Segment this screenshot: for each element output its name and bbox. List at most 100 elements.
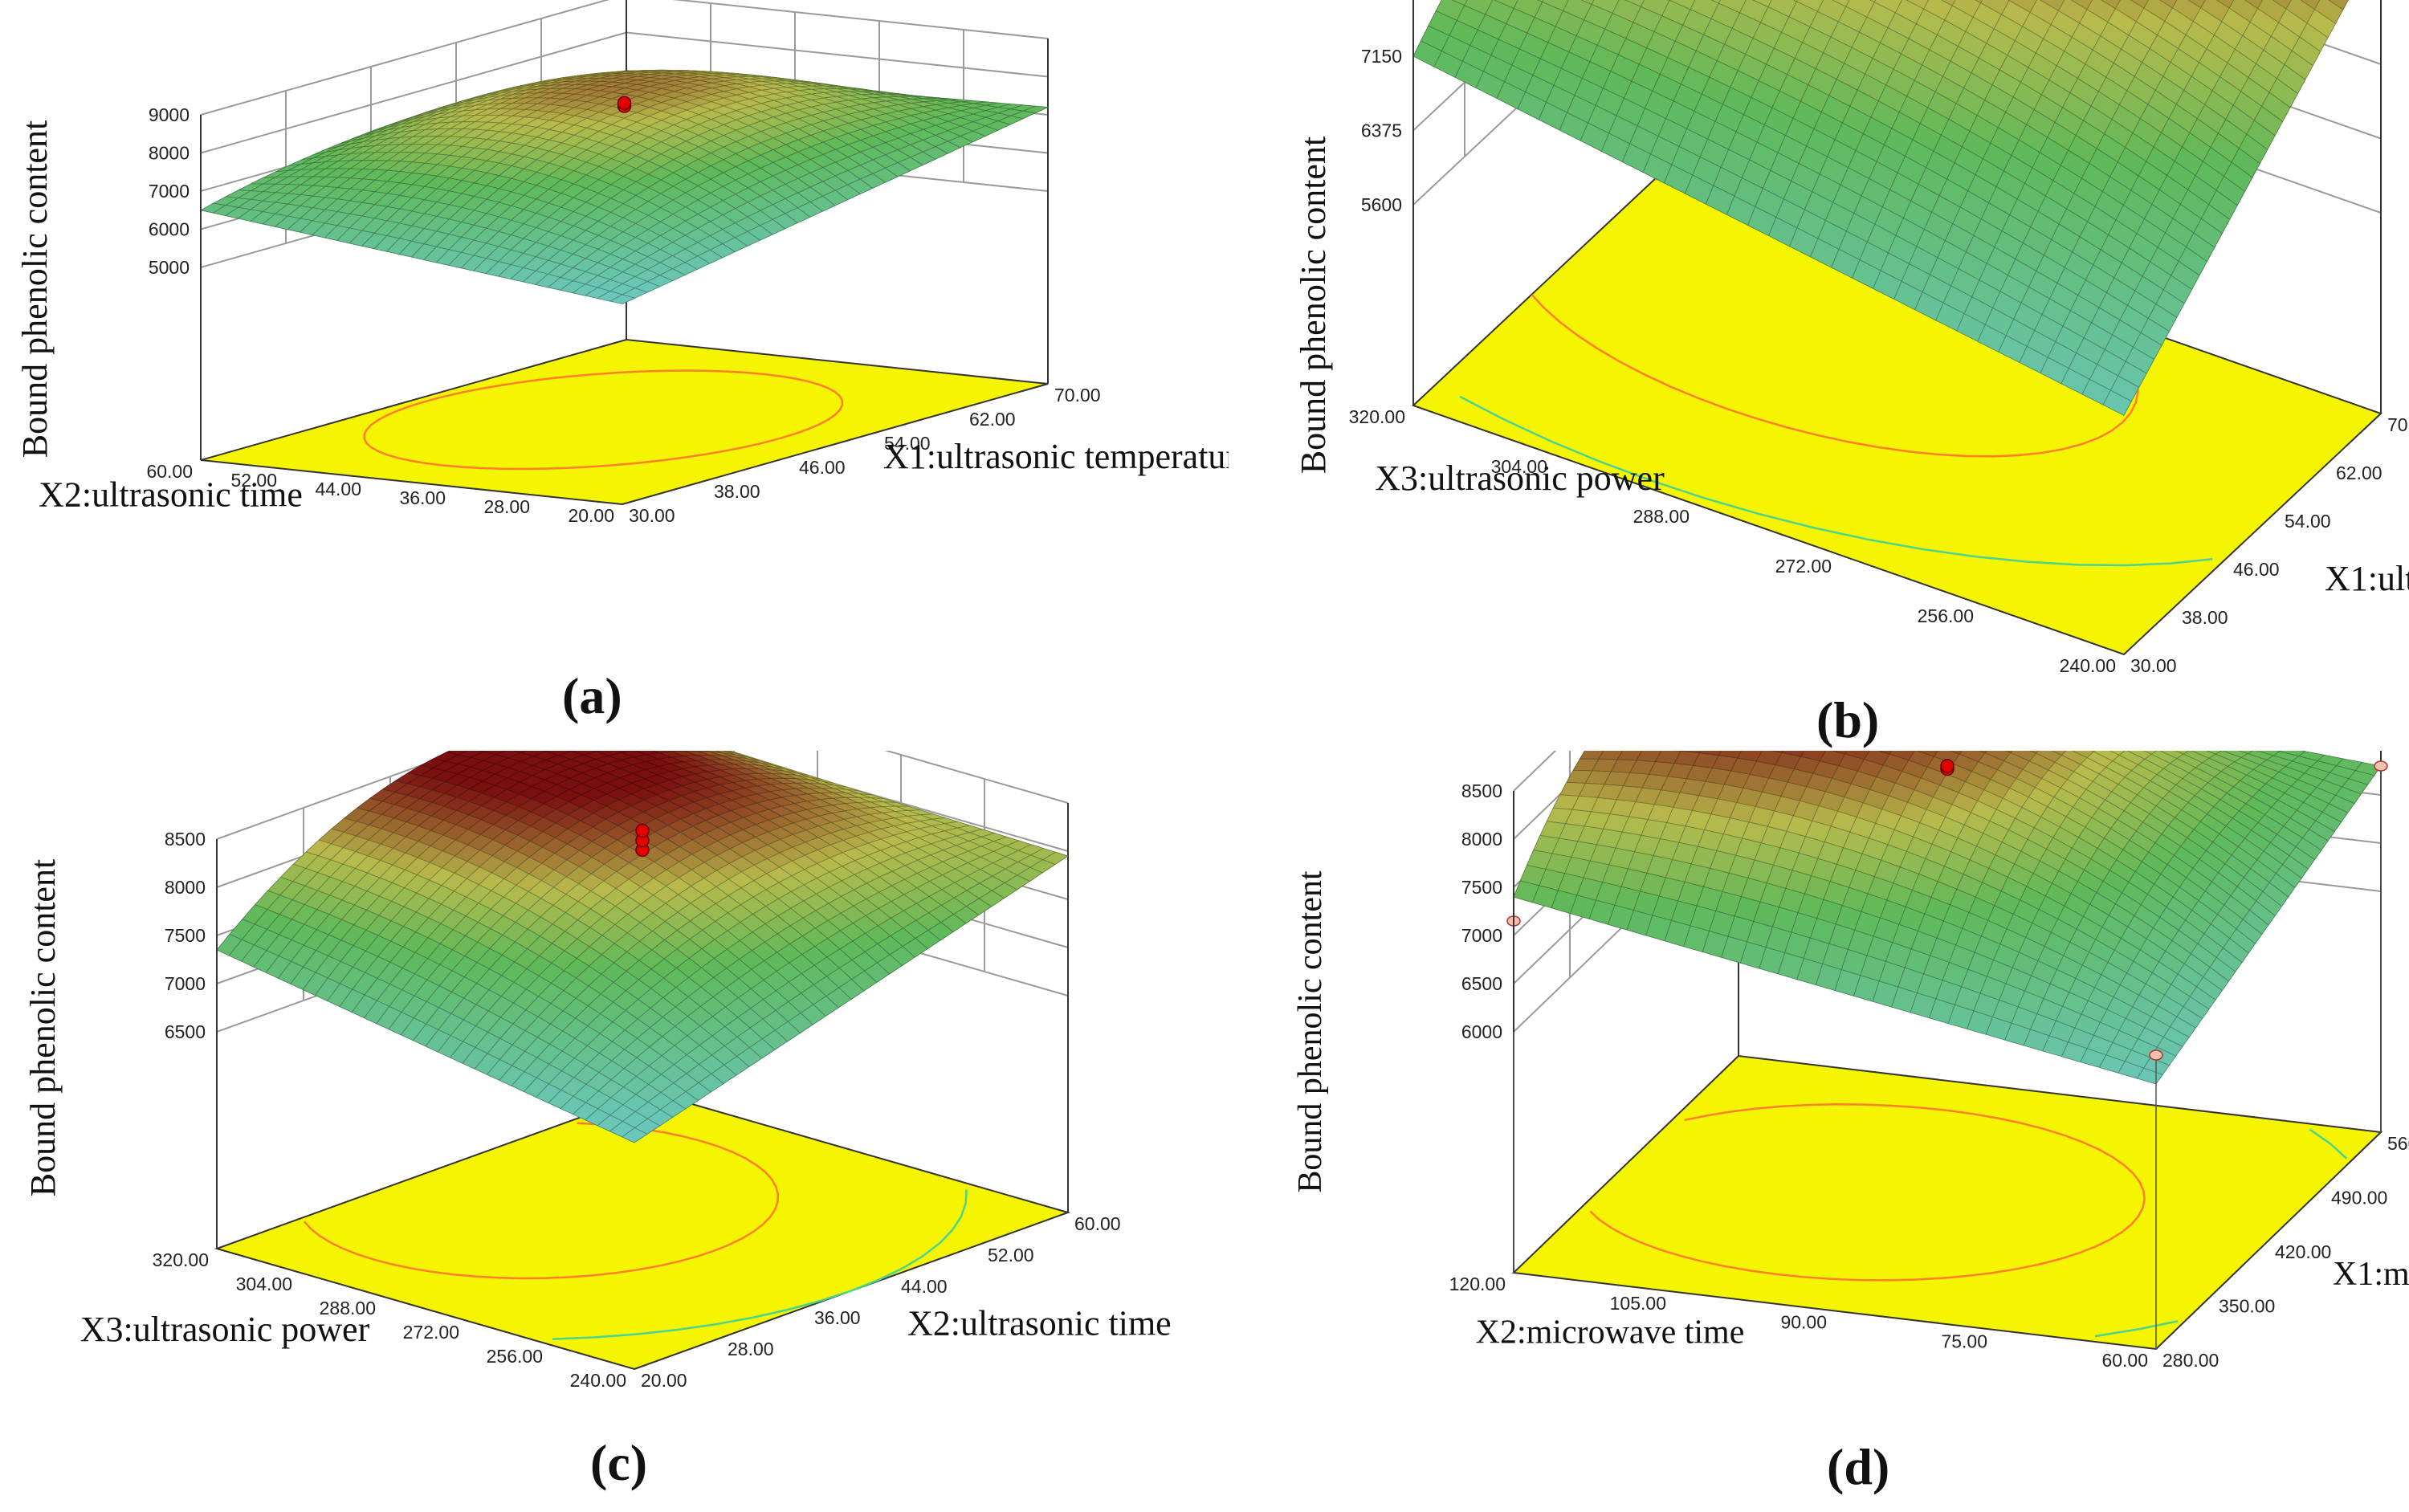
z-tick-label: 6000 [149, 219, 190, 240]
y-tick-label: 60.00 [2101, 1350, 2148, 1371]
surface-plot-b: 30.00 38.00 46.00 54.00 62.00 70.00 240.00 256.… [1294, 0, 2409, 676]
x-tick-label: 38.00 [714, 481, 760, 502]
x-tick-label: 54.00 [2285, 511, 2331, 532]
surface-cell [2215, 0, 2235, 9]
surface-cell [2244, 0, 2264, 10]
panel-c: 20.00 28.00 36.00 44.00 52.00 60.00 240.00 256.… [0, 751, 1229, 1512]
x-tick-label: 62.00 [969, 409, 1016, 430]
surface-plot-c: 20.00 28.00 36.00 44.00 52.00 60.00 240.00 256.… [23, 751, 1172, 1391]
design-point [2149, 1049, 2163, 1061]
y-tick-label: 240.00 [2060, 655, 2116, 676]
z-tick-label: 6375 [1361, 120, 1402, 141]
x-tick-label: 30.00 [629, 505, 675, 526]
z-tick-label: 5000 [149, 257, 190, 278]
grid-line [216, 751, 1069, 840]
x-tick-label: 46.00 [2233, 559, 2280, 580]
z-axis-title: Bound phenolic content [1294, 137, 1333, 474]
y-tick-label: 256.00 [1918, 605, 1974, 626]
y-tick-label: 256.00 [487, 1346, 543, 1367]
x-tick-label: 280.00 [2162, 1350, 2219, 1371]
response-surface [216, 751, 1069, 1143]
panel-label-c: (c) [590, 1434, 648, 1491]
design-point [635, 823, 650, 838]
y-axis-title: X2:microwave time [1476, 1314, 1745, 1351]
contour-line [1684, 1103, 1947, 1122]
y-axis-title: X2:ultrasonic time [39, 475, 303, 515]
design-point [617, 96, 632, 111]
z-tick-label: 7150 [1361, 46, 1402, 67]
y-tick-label: 272.00 [1775, 556, 1832, 577]
panel-label-a: (a) [562, 667, 622, 724]
y-tick-label: 28.00 [483, 496, 530, 517]
x-axis-title: X2:ultrasonic time [907, 1304, 1172, 1343]
surface-cell [2130, 0, 2150, 9]
surface-plot-d: 280.00 350.00 420.00 490.00 560.00 60.00 75.00… [1292, 751, 2409, 1371]
y-tick-label: 36.00 [399, 487, 446, 508]
contour-line [363, 369, 844, 471]
z-tick-label: 6500 [165, 1021, 206, 1042]
x-tick-label: 28.00 [728, 1339, 774, 1359]
y-tick-label: 288.00 [1633, 506, 1690, 527]
x-tick-label: 70.00 [1054, 385, 1101, 406]
z-tick-label: 7000 [149, 181, 190, 202]
x-tick-label: 52.00 [988, 1245, 1034, 1265]
surface-cell [1940, 0, 1956, 6]
surface-cell [1831, 0, 1850, 7]
z-axis-title: Bound phenolic content [1292, 870, 1329, 1193]
x-tick-label: 490.00 [2331, 1188, 2387, 1208]
response-surface [1513, 751, 2382, 1085]
z-tick-label: 7500 [165, 925, 206, 946]
surface-plot-a: 30.00 38.00 46.00 54.00 62.00 70.00 20.00 28.00… [15, 0, 1229, 526]
x-tick-label: 62.00 [2336, 463, 2383, 483]
x-tick-label: 44.00 [901, 1276, 948, 1297]
floor-contours [1589, 1103, 2348, 1338]
grid-line [200, 0, 1049, 116]
panel-d: 280.00 350.00 420.00 490.00 560.00 60.00 75.00… [1221, 751, 2409, 1512]
panel-label-b: (b) [1816, 691, 1880, 748]
y-tick-label: 272.00 [403, 1322, 459, 1343]
x-tick-label: 350.00 [2219, 1296, 2275, 1317]
y-tick-label: 240.00 [570, 1370, 626, 1391]
z-tick-label: 8500 [165, 829, 206, 850]
x-axis-title: X1:ultrasonic temperature [883, 437, 1229, 476]
y-tick-label: 20.00 [568, 505, 614, 526]
surface-cell [2159, 0, 2178, 9]
x-tick-label: 20.00 [641, 1370, 687, 1391]
x-tick-label: 560.00 [2387, 1133, 2409, 1154]
design-point [1940, 759, 1955, 773]
response-surface [1412, 0, 2349, 416]
x-tick-label: 70.00 [2387, 414, 2409, 435]
z-tick-label: 5600 [1361, 194, 1402, 215]
y-tick-label: 90.00 [1780, 1312, 1827, 1333]
z-tick-label: 7000 [165, 973, 206, 994]
contour-line [2309, 1128, 2348, 1159]
z-tick-label: 6500 [1461, 973, 1502, 994]
panel-d-axes: 280.00 350.00 420.00 490.00 560.00 60.00 75.00… [1292, 751, 2409, 1371]
z-tick-label: 9000 [149, 104, 190, 125]
z-axis-title: Bound phenolic content [15, 120, 55, 458]
x-tick-label: 38.00 [2182, 607, 2228, 628]
x-tick-label: 46.00 [799, 457, 846, 478]
contour-line [552, 1189, 968, 1340]
y-tick-label: 120.00 [1449, 1274, 1506, 1294]
panel-a-axes: 30.00 38.00 46.00 54.00 62.00 70.00 20.00 28.00… [15, 0, 1229, 526]
panel-c-axes: 20.00 28.00 36.00 44.00 52.00 60.00 240.00 256.… [23, 751, 1172, 1391]
surface-cell [621, 1127, 648, 1143]
z-tick-label: 8000 [165, 877, 206, 898]
z-tick-label: 7000 [1461, 925, 1502, 946]
panel-a: 30.00 38.00 46.00 54.00 62.00 70.00 20.00 28.00… [0, 0, 1229, 747]
panel-b-axes: 30.00 38.00 46.00 54.00 62.00 70.00 240.00 256.… [1294, 0, 2409, 676]
floor-plane [1511, 1054, 2383, 1351]
y-tick-label: 105.00 [1610, 1293, 1666, 1314]
y-axis-title: X3:ultrasonic power [80, 1310, 370, 1349]
floor-plane [200, 338, 1049, 506]
design-point [2374, 760, 2388, 772]
y-tick-label: 320.00 [153, 1249, 209, 1270]
surface-cell [512, 751, 528, 753]
surface-cell [2102, 389, 2132, 416]
y-tick-label: 60.00 [146, 461, 193, 482]
surface-cell [2272, 0, 2292, 10]
y-tick-label: 320.00 [1349, 406, 1405, 427]
contour-line [2094, 1320, 2179, 1338]
x-tick-label: 420.00 [2275, 1241, 2331, 1262]
